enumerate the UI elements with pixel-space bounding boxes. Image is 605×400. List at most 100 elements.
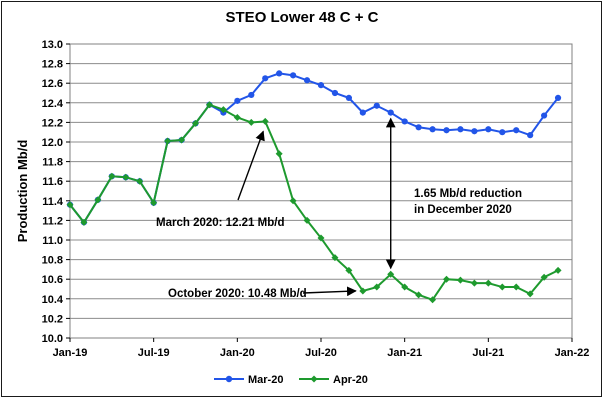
data-point bbox=[233, 114, 241, 121]
data-point bbox=[359, 287, 367, 295]
data-point bbox=[554, 94, 562, 101]
data-point bbox=[345, 266, 353, 274]
y-tick-label: 10.8 bbox=[42, 255, 63, 267]
legend-label-apr-20: Apr-20 bbox=[333, 374, 368, 386]
data-point bbox=[303, 216, 311, 224]
series-line-apr-20 bbox=[69, 103, 559, 301]
data-point bbox=[387, 270, 395, 278]
data-point bbox=[443, 127, 450, 134]
data-point bbox=[164, 137, 172, 145]
data-point bbox=[429, 296, 437, 304]
y-axis: 10.0 10.2 10.4 10.6 10.8 11.0 11.2 11.4 11.6 11.8… bbox=[42, 39, 70, 345]
data-point bbox=[150, 199, 158, 207]
legend-marker-mar-20 bbox=[225, 375, 233, 383]
x-tick-label: Jan-19 bbox=[53, 347, 88, 359]
data-point bbox=[401, 118, 408, 125]
annotation-march-2020: March 2020: 12.21 Mb/d bbox=[156, 217, 284, 229]
data-point bbox=[429, 126, 436, 133]
x-tick-label: Jul-20 bbox=[305, 347, 337, 359]
y-tick-label: 10.4 bbox=[42, 294, 64, 306]
series-line-mar-20 bbox=[69, 72, 559, 225]
data-point bbox=[499, 129, 506, 136]
y-tick-label: 11.0 bbox=[42, 235, 63, 247]
data-point bbox=[526, 290, 534, 298]
data-point bbox=[527, 132, 534, 139]
data-point bbox=[471, 128, 478, 135]
legend-label-mar-20: Mar-20 bbox=[248, 374, 283, 386]
y-tick-label: 11.2 bbox=[42, 215, 63, 227]
legend-item-mar-20: Mar-20 bbox=[214, 374, 283, 386]
data-point bbox=[554, 266, 562, 274]
annotation-october-2020: October 2020: 10.48 Mb/d bbox=[168, 288, 307, 300]
data-point bbox=[317, 82, 325, 89]
data-point bbox=[512, 283, 520, 291]
data-point bbox=[262, 75, 269, 82]
data-point bbox=[498, 283, 506, 291]
legend-marker-apr-20 bbox=[310, 375, 318, 383]
data-point bbox=[443, 275, 450, 283]
data-point bbox=[415, 291, 423, 299]
x-tick-label: Jan-21 bbox=[387, 347, 422, 359]
y-axis-title: Production Mb/d bbox=[15, 140, 30, 243]
data-point bbox=[108, 172, 116, 180]
series-layer bbox=[66, 70, 562, 304]
data-point bbox=[122, 173, 130, 181]
data-point bbox=[541, 112, 548, 119]
data-point bbox=[540, 273, 548, 281]
x-tick-label: Jan-22 bbox=[555, 347, 590, 359]
data-point bbox=[401, 283, 409, 291]
chart-title: STEO Lower 48 C + C bbox=[226, 9, 379, 26]
data-point bbox=[331, 254, 339, 262]
arrow-october-2020 bbox=[302, 286, 357, 297]
data-point bbox=[484, 279, 492, 287]
data-point bbox=[457, 126, 464, 133]
data-point bbox=[261, 117, 269, 125]
data-point bbox=[303, 77, 311, 84]
y-tick-label: 12.6 bbox=[42, 78, 63, 90]
series-apr-20 bbox=[66, 101, 562, 304]
data-point bbox=[470, 279, 478, 287]
data-point bbox=[247, 118, 255, 126]
data-point bbox=[373, 283, 381, 291]
data-point bbox=[205, 101, 213, 109]
x-tick-label: Jul-21 bbox=[472, 347, 504, 359]
data-point bbox=[415, 124, 422, 131]
data-point bbox=[66, 201, 74, 209]
data-point bbox=[513, 127, 520, 134]
legend: Mar-20 Apr-20 bbox=[214, 374, 368, 386]
data-point bbox=[331, 89, 339, 97]
data-point bbox=[387, 109, 394, 116]
y-tick-label: 12.4 bbox=[42, 98, 64, 110]
annotation-reduction-line-2: in December 2020 bbox=[414, 204, 512, 216]
data-point bbox=[248, 91, 255, 99]
data-point bbox=[345, 94, 352, 101]
data-point bbox=[94, 196, 102, 204]
data-point bbox=[234, 97, 241, 104]
data-point bbox=[290, 72, 297, 79]
data-point bbox=[178, 136, 186, 144]
data-point bbox=[456, 276, 464, 284]
data-point bbox=[359, 109, 366, 116]
y-tick-label: 12.0 bbox=[42, 137, 63, 149]
data-point bbox=[317, 234, 325, 242]
data-point bbox=[275, 150, 283, 158]
data-point bbox=[276, 70, 283, 77]
series-mar-20 bbox=[66, 70, 562, 226]
arrow-march-2020 bbox=[237, 130, 265, 201]
data-point bbox=[289, 197, 297, 205]
legend-item-apr-20: Apr-20 bbox=[299, 374, 368, 386]
y-tick-label: 12.8 bbox=[42, 59, 63, 71]
annotation-arrows bbox=[237, 117, 396, 297]
data-point bbox=[80, 218, 88, 226]
y-tick-label: 10.0 bbox=[42, 333, 63, 345]
data-point bbox=[192, 119, 199, 127]
y-tick-label: 11.8 bbox=[42, 157, 63, 169]
annotation-reduction-line-1: 1.65 Mb/d reduction bbox=[414, 188, 522, 200]
annotations: March 2020: 12.21 Mb/d October 2020: 10.… bbox=[156, 188, 522, 300]
y-tick-label: 10.6 bbox=[42, 274, 63, 286]
x-axis: Jan-19 Jul-19 Jan-20 Jul-20 Jan-21 Jul-21 Jan-… bbox=[53, 338, 590, 359]
x-tick-label: Jul-19 bbox=[138, 347, 170, 359]
data-point bbox=[219, 106, 227, 114]
